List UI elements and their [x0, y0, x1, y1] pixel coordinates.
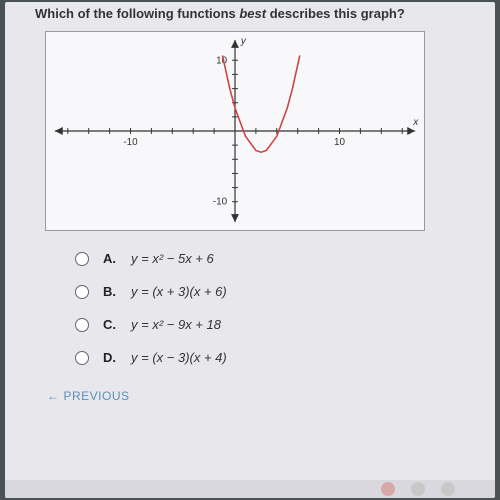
svg-text:10: 10	[216, 55, 227, 66]
radio-icon[interactable]	[75, 351, 89, 365]
radio-icon[interactable]	[75, 252, 89, 266]
svg-text:y: y	[240, 36, 247, 47]
previous-button[interactable]: ← PREVIOUS	[47, 389, 495, 403]
status-dot	[381, 482, 395, 496]
status-dot	[441, 482, 455, 496]
answer-equation: y = (x − 3)(x + 4)	[131, 350, 227, 365]
radio-icon[interactable]	[75, 318, 89, 332]
svg-text:x: x	[412, 117, 419, 128]
answers-list: A. y = x² − 5x + 6 B. y = (x + 3)(x + 6) C. y…	[75, 251, 495, 365]
answer-equation: y = x² − 9x + 18	[131, 317, 221, 332]
answer-letter: A.	[103, 251, 121, 266]
answer-equation: y = (x + 3)(x + 6)	[131, 284, 227, 299]
bottom-bar	[5, 480, 495, 498]
answer-letter: C.	[103, 317, 121, 332]
answer-letter: B.	[103, 284, 121, 299]
arrow-left-icon: ←	[47, 389, 60, 403]
answer-option-2[interactable]: C. y = x² − 9x + 18	[75, 317, 495, 332]
svg-text:-10: -10	[213, 197, 228, 208]
previous-label: PREVIOUS	[64, 389, 130, 403]
answer-option-3[interactable]: D. y = (x − 3)(x + 4)	[75, 350, 495, 365]
graph-svg: -10 10 10 -10 x y	[46, 32, 424, 230]
answer-equation: y = x² − 5x + 6	[131, 251, 214, 266]
answer-option-0[interactable]: A. y = x² − 5x + 6	[75, 251, 495, 266]
question-text: Which of the following functions best de…	[5, 2, 495, 29]
answer-option-1[interactable]: B. y = (x + 3)(x + 6)	[75, 284, 495, 299]
quiz-screen: Which of the following functions best de…	[5, 2, 495, 498]
graph-container: -10 10 10 -10 x y	[45, 31, 425, 231]
svg-text:10: 10	[334, 137, 345, 148]
status-dot	[411, 482, 425, 496]
radio-icon[interactable]	[75, 285, 89, 299]
answer-letter: D.	[103, 350, 121, 365]
svg-text:-10: -10	[123, 137, 138, 148]
